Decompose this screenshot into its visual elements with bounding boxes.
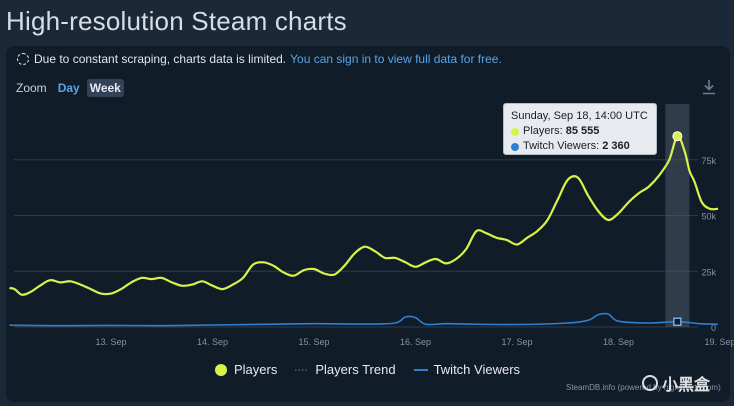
x-tick-label: 14. Sep bbox=[197, 337, 228, 347]
x-tick-label: 19. Sep bbox=[704, 337, 734, 347]
loading-circle-icon bbox=[17, 53, 29, 65]
scraping-notice: Due to constant scraping, charts data is… bbox=[17, 52, 502, 66]
zoom-label: Zoom bbox=[16, 81, 47, 95]
x-tick-label: 13. Sep bbox=[95, 337, 126, 347]
twitch-legend-marker-icon bbox=[413, 368, 428, 371]
zoom-week-button[interactable]: Week bbox=[86, 79, 124, 97]
players-dot-icon bbox=[511, 127, 519, 136]
tooltip-twitch-label: Twitch Viewers: bbox=[523, 140, 600, 152]
y-tick-label: 0 bbox=[711, 323, 716, 333]
sign-in-link[interactable]: You can sign in to view full data for fr… bbox=[290, 52, 502, 66]
legend-item-twitch-viewers[interactable]: Twitch Viewers bbox=[413, 362, 521, 377]
players-legend-marker-icon bbox=[215, 363, 227, 376]
trend-legend-marker-icon bbox=[295, 368, 310, 371]
chart-legend: Players Players Trend Twitch Viewers bbox=[214, 362, 538, 377]
tooltip-row-players: Players: 85 555 bbox=[511, 124, 649, 139]
twitch-hover-point bbox=[673, 317, 682, 326]
chart-tooltip: Sunday, Sep 18, 14:00 UTC Players: 85 55… bbox=[503, 103, 657, 155]
players-line bbox=[9, 135, 719, 296]
legend-label-players-trend: Players Trend bbox=[315, 362, 396, 377]
x-tick-label: 16. Sep bbox=[400, 337, 431, 347]
y-tick-label: 25k bbox=[701, 267, 716, 277]
twitch-viewers-line bbox=[9, 312, 719, 327]
tooltip-twitch-value: 2 360 bbox=[602, 140, 630, 152]
legend-item-players-trend[interactable]: Players Trend bbox=[295, 362, 396, 377]
tooltip-players-label: Players: bbox=[523, 125, 563, 137]
zoom-controls: Zoom Day Week bbox=[16, 79, 128, 97]
x-tick-label: 15. Sep bbox=[298, 337, 329, 347]
players-hover-point bbox=[672, 131, 683, 142]
download-icon[interactable] bbox=[700, 78, 718, 96]
tooltip-title: Sunday, Sep 18, 14:00 UTC bbox=[511, 110, 648, 122]
tooltip-players-value: 85 555 bbox=[565, 125, 600, 137]
watermark-logo-icon bbox=[642, 375, 658, 391]
twitch-dot-icon bbox=[511, 142, 519, 151]
legend-label-twitch-viewers: Twitch Viewers bbox=[433, 362, 521, 377]
notice-text: Due to constant scraping, charts data is… bbox=[34, 52, 287, 66]
zoom-day-button[interactable]: Day bbox=[57, 81, 80, 95]
y-tick-label: 75k bbox=[701, 156, 716, 166]
page-title: High-resolution Steam charts bbox=[6, 6, 347, 36]
xiaoheihe-watermark: 小黑盒 bbox=[642, 371, 710, 395]
tooltip-row-twitch: Twitch Viewers: 2 360 bbox=[511, 139, 649, 154]
y-tick-label: 50k bbox=[701, 212, 716, 222]
watermark-text: 小黑盒 bbox=[662, 377, 711, 394]
x-tick-label: 17. Sep bbox=[501, 337, 532, 347]
x-tick-label: 18. Sep bbox=[603, 337, 634, 347]
legend-item-players[interactable]: Players bbox=[214, 362, 277, 377]
legend-label-players: Players bbox=[234, 362, 278, 377]
